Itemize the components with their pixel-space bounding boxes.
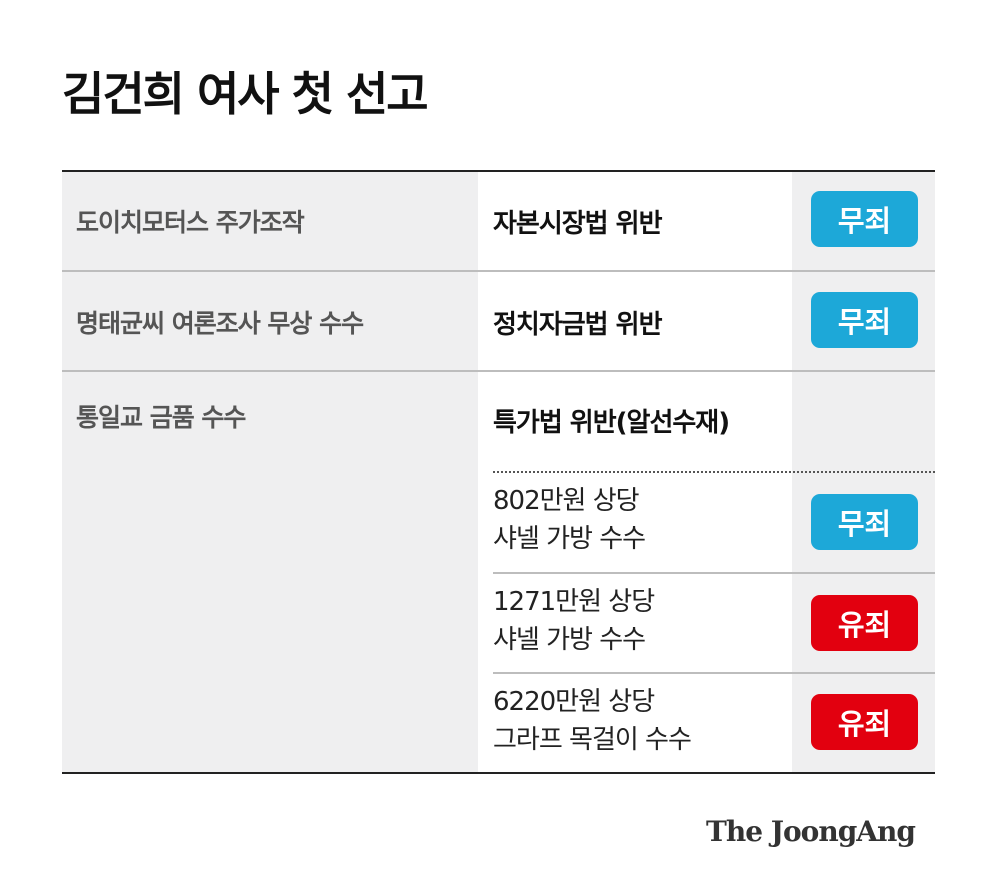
subrow-divider	[493, 672, 935, 674]
table-top-rule	[62, 170, 935, 172]
dotted-divider	[493, 471, 935, 473]
category-label: 통일교 금품 수수	[76, 403, 246, 432]
item-amount: 802만원 상당	[493, 486, 640, 516]
verdict-badge-acquitted: 무죄	[811, 292, 918, 348]
item-detail: 샤넬 가방 수수	[493, 524, 646, 554]
page-title: 김건희 여사 첫 선고	[62, 67, 429, 121]
law-label: 특가법 위반(알선수재)	[493, 408, 730, 438]
law-label: 정치자금법 위반	[493, 310, 662, 340]
item-amount: 1271만원 상당	[493, 587, 655, 617]
item-description: 6220만원 상당 그라프 목걸이 수수	[493, 683, 692, 759]
row-divider	[62, 370, 935, 372]
law-label: 자본시장법 위반	[493, 209, 662, 239]
verdict-badge-acquitted: 무죄	[811, 494, 918, 550]
item-description: 802만원 상당 샤넬 가방 수수	[493, 482, 646, 558]
item-detail: 그라프 목걸이 수수	[493, 725, 692, 755]
item-description: 1271만원 상당 샤넬 가방 수수	[493, 583, 655, 659]
verdict-badge-guilty: 유죄	[811, 694, 918, 750]
item-amount: 6220만원 상당	[493, 687, 655, 717]
row-divider	[62, 270, 935, 272]
subrow-divider	[493, 572, 935, 574]
category-label: 명태균씨 여론조사 무상 수수	[76, 309, 364, 338]
item-detail: 샤넬 가방 수수	[493, 625, 646, 655]
category-label: 도이치모터스 주가조작	[76, 208, 305, 237]
verdict-badge-acquitted: 무죄	[811, 191, 918, 247]
category-column-bg	[62, 172, 478, 773]
verdict-badge-guilty: 유죄	[811, 595, 918, 651]
table-bottom-rule	[62, 772, 935, 774]
publisher-logo: The JoongAng	[706, 815, 916, 848]
